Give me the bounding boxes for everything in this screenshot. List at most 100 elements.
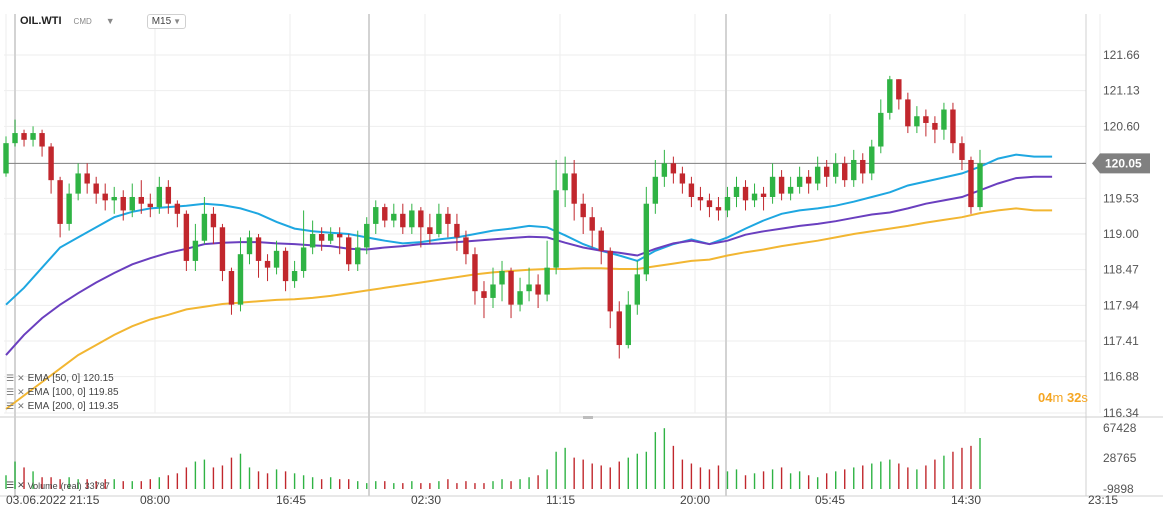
- volume-bar: [537, 475, 539, 489]
- candle-body: [679, 173, 686, 184]
- candle-body: [742, 186, 749, 201]
- candle-body: [526, 284, 532, 292]
- volume-bar: [952, 451, 954, 489]
- candle-body: [282, 250, 289, 282]
- candle-body: [715, 207, 722, 211]
- candle-body: [93, 183, 99, 194]
- candle-body: [291, 271, 298, 282]
- menu-icon[interactable]: ☰: [6, 387, 15, 397]
- volume-value: 33787: [84, 480, 110, 491]
- candle-body: [165, 186, 172, 204]
- candle-body: [309, 234, 316, 248]
- volume-bar: [221, 465, 224, 489]
- candle-body: [409, 210, 415, 228]
- volume-bar: [726, 471, 729, 489]
- candle-body: [616, 311, 622, 346]
- candle-body: [273, 250, 280, 268]
- volume-bar: [907, 467, 909, 489]
- candle-body: [400, 213, 406, 228]
- close-icon[interactable]: ✕: [17, 387, 25, 397]
- candle-body: [102, 193, 108, 201]
- volume-bar: [961, 447, 963, 489]
- volume-bar: [816, 477, 819, 489]
- close-icon[interactable]: ✕: [17, 480, 25, 490]
- candle-body: [950, 109, 956, 144]
- volume-bar: [320, 479, 323, 489]
- volume-bar: [934, 459, 936, 489]
- close-icon[interactable]: ✕: [17, 401, 25, 411]
- candle-body: [201, 213, 208, 241]
- candle-body: [733, 186, 740, 197]
- candle-body: [66, 193, 72, 224]
- volume-bar: [510, 481, 512, 489]
- candle-body: [436, 213, 442, 234]
- volume-bar: [131, 481, 133, 489]
- volume-bar: [798, 471, 801, 489]
- volume-bar: [438, 481, 440, 489]
- candle-body: [472, 254, 478, 292]
- grid-layer: [4, 14, 1101, 496]
- candle-body: [490, 284, 496, 298]
- volume-bar: [32, 471, 34, 489]
- volume-bar: [158, 477, 161, 489]
- volume-tick-label: 28765: [1103, 451, 1137, 465]
- menu-icon[interactable]: ☰: [6, 480, 15, 490]
- candle-body: [120, 196, 126, 211]
- volume-bar: [275, 469, 278, 489]
- price-tick-label: 116.34: [1103, 406, 1139, 420]
- candle-body: [724, 196, 731, 211]
- symbol-label[interactable]: OIL.WTI: [20, 15, 62, 27]
- volume-bar: [771, 469, 774, 489]
- indicator-label: EMA: [27, 401, 50, 412]
- timeframe-selector[interactable]: M15 ▼: [146, 13, 187, 29]
- close-icon[interactable]: ✕: [17, 373, 25, 383]
- volume-bar: [176, 473, 179, 489]
- price-tick-label: 121.66: [1103, 48, 1140, 62]
- candle-body: [508, 271, 514, 305]
- volume-bar: [582, 459, 584, 489]
- volume-bar: [825, 473, 828, 489]
- volume-bar: [456, 483, 458, 489]
- chevron-down-icon[interactable]: ▼: [105, 16, 115, 26]
- indicator-label: EMA: [27, 387, 50, 398]
- price-tick-label: 120.60: [1103, 119, 1140, 133]
- indicator-value: 119.85: [88, 387, 119, 398]
- menu-icon[interactable]: ☰: [6, 401, 15, 411]
- candle-body: [427, 227, 433, 234]
- time-tick-label: 20:00: [680, 493, 710, 507]
- volume-bar: [609, 467, 611, 489]
- price-tick-label: 117.94: [1103, 298, 1139, 312]
- volume-bar: [853, 467, 855, 489]
- volume-bar: [357, 481, 359, 489]
- volume-bar: [393, 483, 395, 489]
- candle-body: [481, 291, 487, 298]
- indicator-legend-ema-100: ☰ ✕ EMA [100, 0] 119.85: [6, 387, 119, 398]
- candle-body: [959, 143, 965, 160]
- indicator-params: [200, 0]: [52, 401, 86, 412]
- candle-body: [878, 112, 884, 147]
- price-tick-label: 121.13: [1103, 84, 1140, 98]
- timer-second-unit: s: [1081, 390, 1088, 405]
- panel-resize-handle[interactable]: [583, 416, 593, 419]
- volume-tick-label: -9898: [1103, 482, 1134, 496]
- price-tick-label: 119.53: [1103, 191, 1139, 205]
- time-tick-label: 05:45: [815, 493, 845, 507]
- candle-body: [869, 146, 875, 174]
- candle-body: [832, 163, 839, 177]
- volume-bar: [140, 481, 142, 489]
- indicator-value: 119.35: [88, 401, 119, 412]
- volume-bar: [555, 451, 557, 489]
- volume-bar: [122, 481, 124, 489]
- candle-body: [183, 213, 190, 261]
- volume-bar: [402, 483, 404, 489]
- menu-icon[interactable]: ☰: [6, 373, 15, 383]
- volume-bar: [573, 457, 575, 489]
- ema-line: [5, 153, 1053, 306]
- candle-body: [373, 207, 379, 224]
- candle-body: [562, 173, 568, 191]
- candle-body: [327, 234, 334, 241]
- candle-body: [382, 207, 388, 221]
- volume-bar: [753, 473, 756, 489]
